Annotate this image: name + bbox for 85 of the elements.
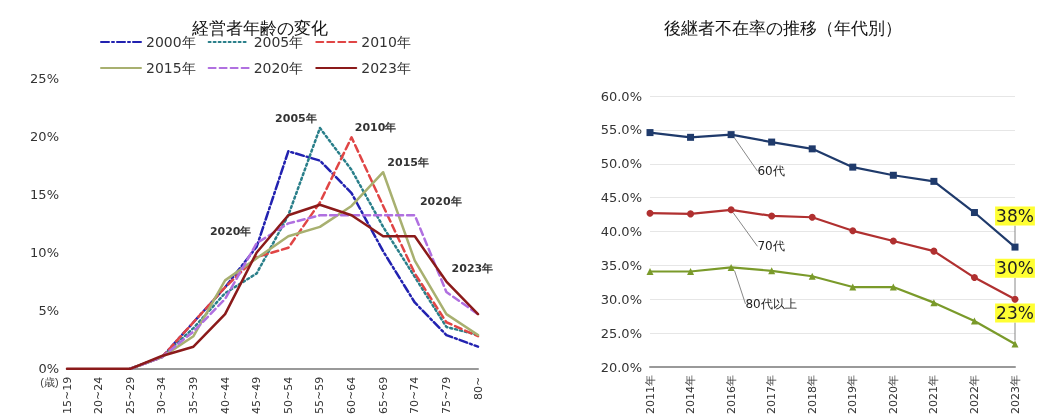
annotation: 2015年 xyxy=(387,156,429,170)
y-tick-label: 0% xyxy=(38,361,59,377)
legend-label: 2020年 xyxy=(253,60,304,76)
x-tick-label: 2019年 xyxy=(846,375,860,415)
annotation: 2020年 xyxy=(419,195,462,209)
x-tick-label: 35~39 xyxy=(186,376,200,415)
x-tick-label: 40~44 xyxy=(218,376,232,415)
point xyxy=(1011,340,1019,348)
point xyxy=(1011,243,1019,251)
point xyxy=(970,209,978,217)
y-tick-label: 20% xyxy=(30,128,59,144)
chart-title: 後継者不在率の推移（年代別） xyxy=(663,17,902,38)
x-tick-label: 2021年 xyxy=(927,375,941,415)
annotation: 2005年 xyxy=(275,112,317,126)
x-tick-label: 2016年 xyxy=(724,375,738,415)
y-tick-label: 55.0% xyxy=(600,122,642,138)
series-label: 60代 xyxy=(757,164,785,179)
x-tick-label: 60~64 xyxy=(345,376,359,415)
point xyxy=(646,129,654,137)
x-tick-label: 2018年 xyxy=(805,375,819,415)
series-label: 70代 xyxy=(757,239,785,254)
x-tick-label: 30~34 xyxy=(155,376,169,415)
legend-label: 2010年 xyxy=(361,34,411,50)
x-tick-label: 75~79 xyxy=(439,376,453,415)
y-tick-label: 45.0% xyxy=(600,190,642,206)
legend-label: 2023年 xyxy=(361,60,411,76)
annotation: 2023年 xyxy=(451,261,494,275)
point xyxy=(970,274,978,282)
y-tick-label: 50.0% xyxy=(600,156,642,172)
point xyxy=(687,210,695,218)
series-label: 80代以上 xyxy=(745,296,797,311)
y-tick-label: 20.0% xyxy=(600,359,642,375)
x-tick-label: 2011年 xyxy=(643,375,657,415)
x-tick-label: 2023年 xyxy=(1008,375,1022,415)
y-tick-label: 60.0% xyxy=(600,88,642,104)
data-label: 38% xyxy=(996,206,1034,227)
point xyxy=(930,247,938,255)
point xyxy=(849,227,857,235)
point xyxy=(808,145,816,153)
point xyxy=(727,263,735,271)
point xyxy=(889,171,897,179)
point xyxy=(768,212,776,220)
x-tick-label: 65~69 xyxy=(376,376,390,415)
y-tick-label: 10% xyxy=(30,244,59,260)
y-tick-label: 25% xyxy=(30,70,59,86)
point xyxy=(849,163,857,171)
point xyxy=(1011,295,1019,303)
y-tick-label: 25.0% xyxy=(600,325,642,341)
x-tick-label: 2017年 xyxy=(765,375,779,415)
x-tick-label: 55~59 xyxy=(313,376,327,415)
x-tick-label: 80~ xyxy=(471,376,485,401)
x-tick-label: 2014年 xyxy=(684,375,698,415)
y-tick-label: 40.0% xyxy=(600,224,642,239)
point xyxy=(930,177,938,185)
point xyxy=(646,267,654,275)
point xyxy=(808,213,816,221)
point xyxy=(727,131,735,139)
point xyxy=(646,209,654,217)
x-tick-label: 45~49 xyxy=(250,376,264,415)
point xyxy=(687,267,695,275)
point xyxy=(727,206,735,214)
y-tick-label: 15% xyxy=(30,186,59,202)
x-tick-label: 20~24 xyxy=(92,376,106,415)
x-tick-label: 2020年 xyxy=(886,375,900,415)
point xyxy=(930,299,938,307)
y-tick-label: 30.0% xyxy=(600,291,642,307)
annotation: 2020年 xyxy=(209,225,252,239)
y-tick-label: 35.0% xyxy=(600,257,642,273)
x-tick-label: 50~54 xyxy=(281,376,295,415)
point xyxy=(768,138,776,146)
legend-label: 2015年 xyxy=(146,60,196,76)
point xyxy=(889,237,897,245)
point xyxy=(808,272,816,280)
point xyxy=(889,283,897,291)
y-tick-label: 5% xyxy=(38,303,59,319)
data-label: 30% xyxy=(996,258,1034,279)
point xyxy=(849,283,857,291)
x-axis-title: (歳) xyxy=(40,376,59,389)
data-label: 23% xyxy=(996,302,1034,323)
x-tick-label: 2022年 xyxy=(967,375,981,415)
x-tick-label: 25~29 xyxy=(123,376,137,415)
point xyxy=(687,133,695,141)
x-tick-label: 70~74 xyxy=(408,376,422,415)
x-tick-label: 15~19 xyxy=(60,376,74,415)
annotation: 2010年 xyxy=(354,121,397,135)
